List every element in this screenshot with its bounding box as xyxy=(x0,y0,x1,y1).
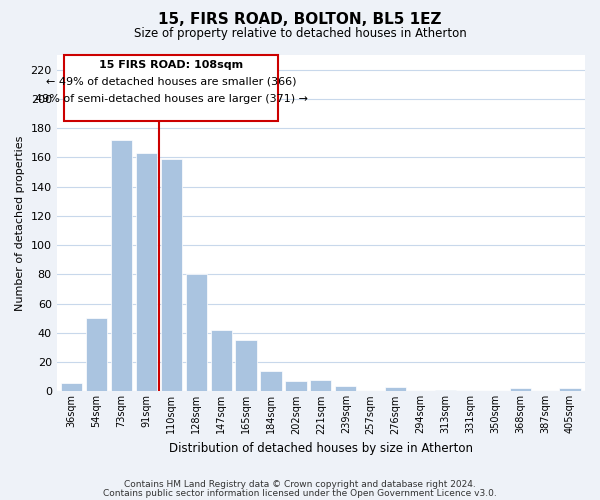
Bar xyxy=(385,387,406,392)
Bar xyxy=(335,386,356,392)
FancyBboxPatch shape xyxy=(64,55,278,121)
Bar xyxy=(211,330,232,392)
Bar xyxy=(161,159,182,392)
Text: Contains public sector information licensed under the Open Government Licence v3: Contains public sector information licen… xyxy=(103,488,497,498)
Bar xyxy=(111,140,132,392)
X-axis label: Distribution of detached houses by size in Atherton: Distribution of detached houses by size … xyxy=(169,442,473,455)
Bar xyxy=(61,382,82,392)
Bar xyxy=(260,371,281,392)
Bar xyxy=(185,274,207,392)
Bar xyxy=(136,153,157,392)
Text: ← 49% of detached houses are smaller (366): ← 49% of detached houses are smaller (36… xyxy=(46,76,296,86)
Bar xyxy=(559,388,581,392)
Text: Size of property relative to detached houses in Atherton: Size of property relative to detached ho… xyxy=(134,28,466,40)
Y-axis label: Number of detached properties: Number of detached properties xyxy=(15,136,25,311)
Text: 15, FIRS ROAD, BOLTON, BL5 1EZ: 15, FIRS ROAD, BOLTON, BL5 1EZ xyxy=(158,12,442,28)
Bar xyxy=(310,380,331,392)
Bar xyxy=(86,318,107,392)
Text: 49% of semi-detached houses are larger (371) →: 49% of semi-detached houses are larger (… xyxy=(35,94,308,104)
Text: Contains HM Land Registry data © Crown copyright and database right 2024.: Contains HM Land Registry data © Crown c… xyxy=(124,480,476,489)
Bar xyxy=(286,381,307,392)
Bar xyxy=(235,340,257,392)
Bar xyxy=(435,390,456,392)
Bar xyxy=(509,388,531,392)
Text: 15 FIRS ROAD: 108sqm: 15 FIRS ROAD: 108sqm xyxy=(99,60,244,70)
